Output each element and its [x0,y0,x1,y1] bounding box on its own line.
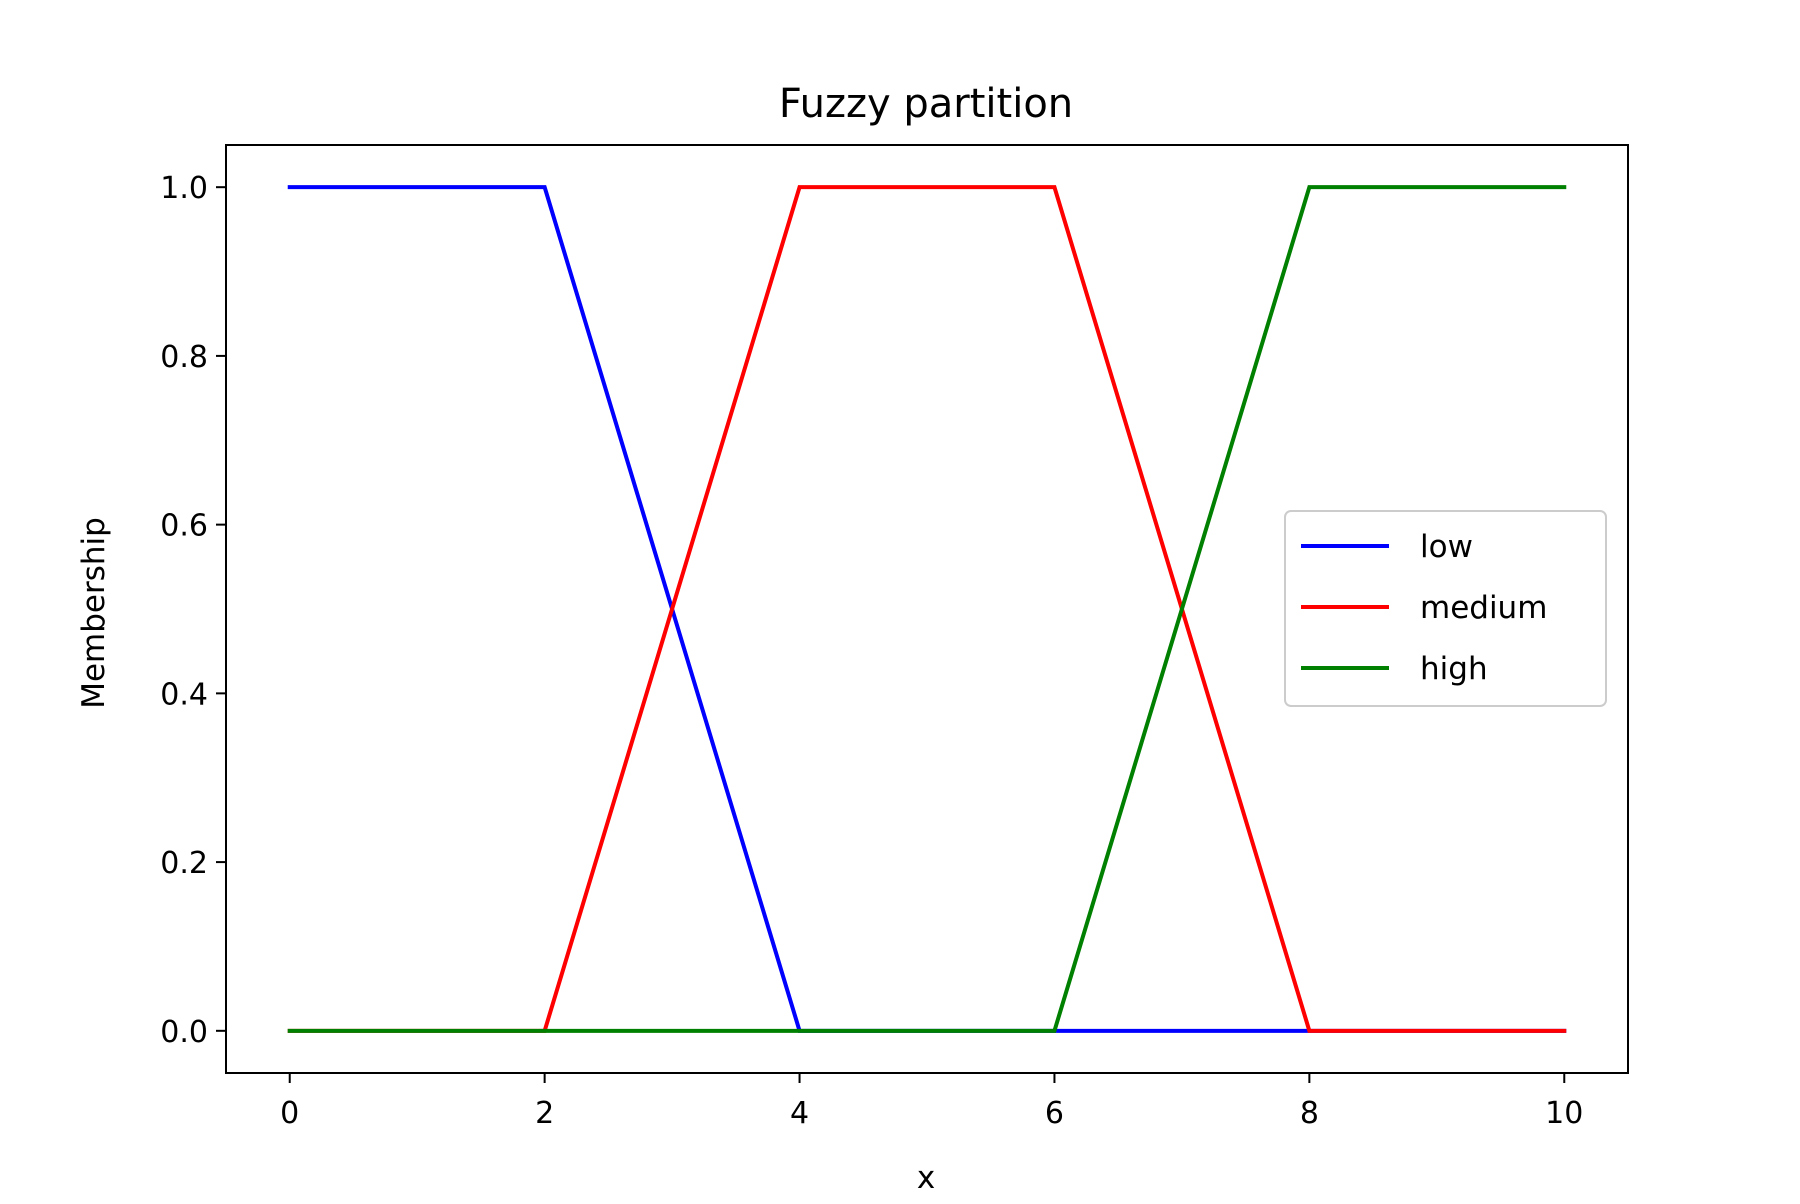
x-tick-label: 6 [1045,1096,1064,1131]
x-tick-label: 10 [1545,1096,1583,1131]
legend: low medium high [1284,510,1607,707]
y-tick-label: 0.8 [160,340,208,375]
y-tick-label: 0.4 [160,677,208,712]
y-axis-label: Membership [76,517,112,709]
y-tick-label: 1.0 [160,171,208,206]
legend-label-medium: medium [1420,590,1547,626]
legend-label-high: high [1420,651,1488,687]
y-tick-label: 0.6 [160,509,208,544]
axes-layer: 0 2 4 6 8 10 0.0 0.2 0.4 0.6 0.8 1.0 [160,144,1629,1131]
x-axis-label: x [917,1160,935,1196]
x-tick-label: 0 [280,1096,299,1131]
y-tick-label: 0.0 [160,1015,208,1050]
series-line-high [287,185,1567,1033]
x-tick-label: 8 [1300,1096,1319,1131]
chart-title: Fuzzy partition [779,81,1073,127]
y-tick-label: 0.2 [160,846,208,881]
x-tick-label: 4 [790,1096,809,1131]
legend-label-low: low [1420,529,1473,565]
legend-box [1284,510,1607,707]
x-tick-label: 2 [535,1096,554,1131]
series-layer [287,185,1567,1033]
axes-frame [225,144,1629,1074]
